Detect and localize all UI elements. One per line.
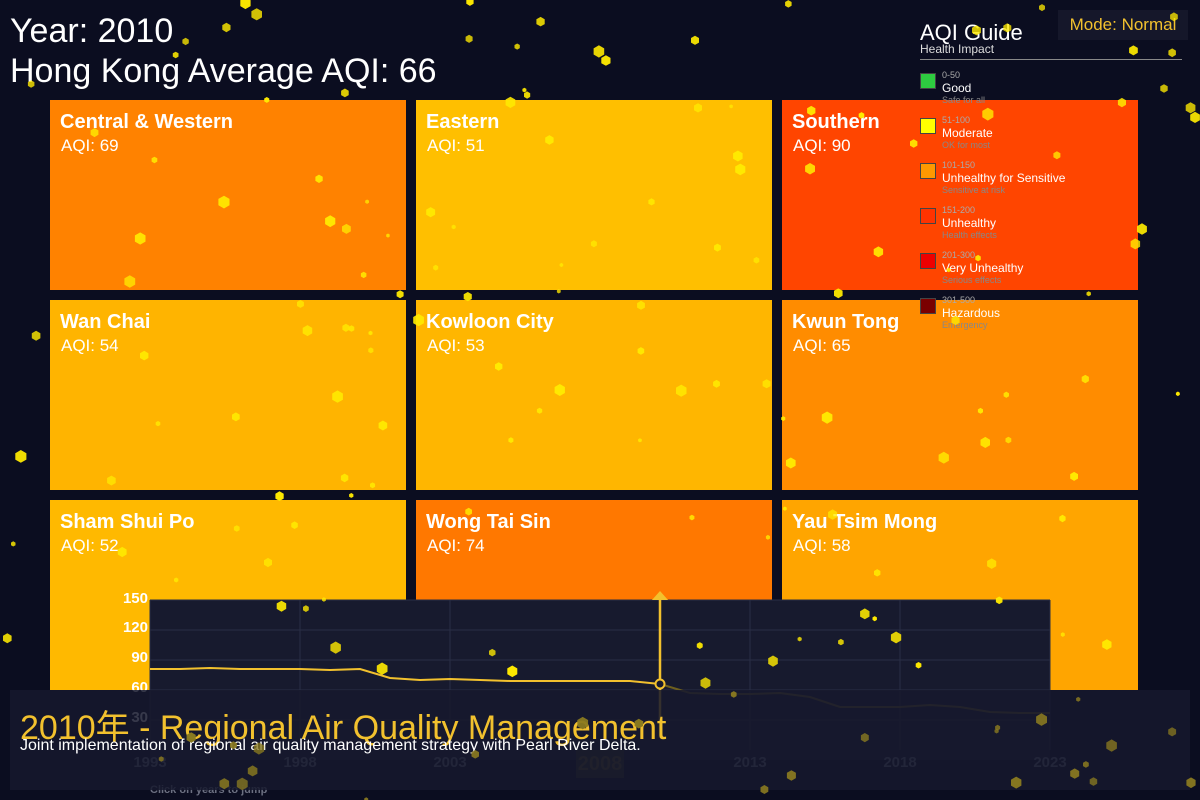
legend-label: Very Unhealthy: [942, 261, 1024, 275]
district-name: Kwun Tong: [792, 311, 900, 333]
legend-label: Good: [942, 81, 972, 95]
particle: [593, 45, 605, 58]
legend-note: Emergency: [942, 320, 988, 330]
district-aqi: AQI: 52: [61, 536, 119, 555]
district-tile-central-western[interactable]: Central & Western AQI: 69: [50, 100, 406, 290]
aqi-guide-legend: AQI Guide Health Impact 0-50 Good Safe f…: [920, 20, 1182, 330]
legend-note: Serious effects: [942, 275, 1002, 285]
event-description: Joint implementation of regional air qua…: [20, 737, 641, 754]
legend-note: Health effects: [942, 230, 997, 240]
particle: [182, 37, 189, 46]
legend-label: Hazardous: [942, 306, 1001, 320]
legend-item-good: 0-50 Good Safe for all: [920, 70, 1182, 115]
particle: [1190, 111, 1200, 123]
particle: [222, 22, 231, 33]
legend-swatch: [920, 118, 936, 134]
y-tick-label: 150: [122, 590, 148, 607]
legend-range: 201-300: [942, 250, 976, 260]
district-aqi: AQI: 69: [61, 136, 119, 155]
particle: [522, 87, 527, 93]
aqi-guide-subtitle: Health Impact: [920, 42, 995, 56]
district-aqi: AQI: 58: [793, 536, 851, 555]
district-aqi: AQI: 74: [427, 536, 485, 555]
district-name: Central & Western: [60, 111, 234, 133]
particle: [240, 0, 251, 10]
legend-swatch: [920, 298, 936, 314]
particle: [11, 541, 16, 547]
current-year-marker-cap: [652, 591, 668, 600]
particle: [251, 8, 262, 21]
series-line-past: [150, 666, 661, 685]
district-name: Wan Chai: [60, 311, 151, 333]
average-aqi-title: Hong Kong Average AQI: 66: [10, 52, 437, 90]
particle: [1185, 102, 1196, 114]
legend-note: Safe for all: [942, 95, 986, 105]
legend-item-very-unhealthy: 201-300 Very Unhealthy Serious effects: [920, 250, 1182, 295]
legend-note: OK for most: [942, 140, 991, 150]
y-tick-label: 120: [122, 619, 148, 636]
particle: [1039, 4, 1045, 12]
legend-swatch: [920, 253, 936, 269]
district-tile-wan-chai[interactable]: Wan Chai AQI: 54: [50, 300, 406, 490]
particle: [15, 450, 27, 463]
legend-range: 301-500: [942, 295, 976, 305]
legend-item-hazardous: 301-500 Hazardous Emergency: [920, 295, 1182, 340]
particle: [396, 290, 404, 299]
particle: [601, 55, 611, 66]
legend-item-moderate: 51-100 Moderate OK for most: [920, 115, 1182, 160]
legend-range: 0-50: [942, 70, 961, 80]
particle: [349, 493, 354, 498]
legend-item-unhealthy: 151-200 Unhealthy Health effects: [920, 205, 1182, 250]
y-tick-label: 90: [131, 649, 148, 666]
particle: [1175, 391, 1180, 397]
legend-item-unhealthy-sensitive: 101-150 Unhealthy for Sensitive Sensitiv…: [920, 160, 1182, 205]
year-title: Year: 2010: [10, 12, 174, 50]
aqi-guide-divider: [920, 59, 1182, 60]
district-aqi: AQI: 54: [61, 336, 119, 355]
district-aqi: AQI: 65: [793, 336, 851, 355]
district-aqi: AQI: 90: [793, 136, 851, 155]
event-banner: 2010年 - Regional Air Quality Management …: [10, 690, 1190, 790]
legend-label: Unhealthy for Sensitive: [942, 171, 1066, 185]
district-tile-kwun-tong[interactable]: Kwun Tong AQI: 65: [782, 300, 1138, 490]
particle: [524, 91, 531, 99]
particle: [785, 0, 792, 8]
current-year-point: [654, 678, 666, 690]
legend-range: 101-150: [942, 160, 976, 170]
particle: [31, 330, 41, 341]
district-aqi: AQI: 51: [427, 136, 485, 155]
mode-toggle-button[interactable]: Mode: Normal: [1058, 10, 1188, 40]
legend-label: Unhealthy: [942, 216, 997, 230]
legend-range: 151-200: [942, 205, 976, 215]
legend-range: 51-100: [942, 115, 971, 125]
district-aqi: AQI: 53: [427, 336, 485, 355]
district-name: Eastern: [426, 111, 500, 133]
district-tile-southern[interactable]: Southern AQI: 90: [782, 100, 1138, 290]
district-tile-eastern[interactable]: Eastern AQI: 51: [416, 100, 772, 290]
district-name: Southern: [792, 111, 880, 133]
district-name: Kowloon City: [426, 311, 554, 333]
particle: [536, 16, 545, 27]
legend-note: Sensitive at risk: [942, 185, 1006, 195]
legend-swatch: [920, 208, 936, 224]
district-name: Yau Tsim Mong: [792, 511, 938, 533]
particle: [514, 43, 520, 50]
legend-swatch: [920, 73, 936, 89]
district-name: Wong Tai Sin: [426, 511, 551, 533]
district-name: Sham Shui Po: [60, 511, 195, 533]
legend-label: Moderate: [942, 126, 993, 140]
event-title: 2010年 - Regional Air Quality Management: [20, 709, 667, 747]
district-tile-kowloon-city[interactable]: Kowloon City AQI: 53: [416, 300, 772, 490]
particle: [691, 35, 699, 45]
particle: [465, 34, 473, 43]
legend-swatch: [920, 163, 936, 179]
particle: [466, 0, 474, 6]
